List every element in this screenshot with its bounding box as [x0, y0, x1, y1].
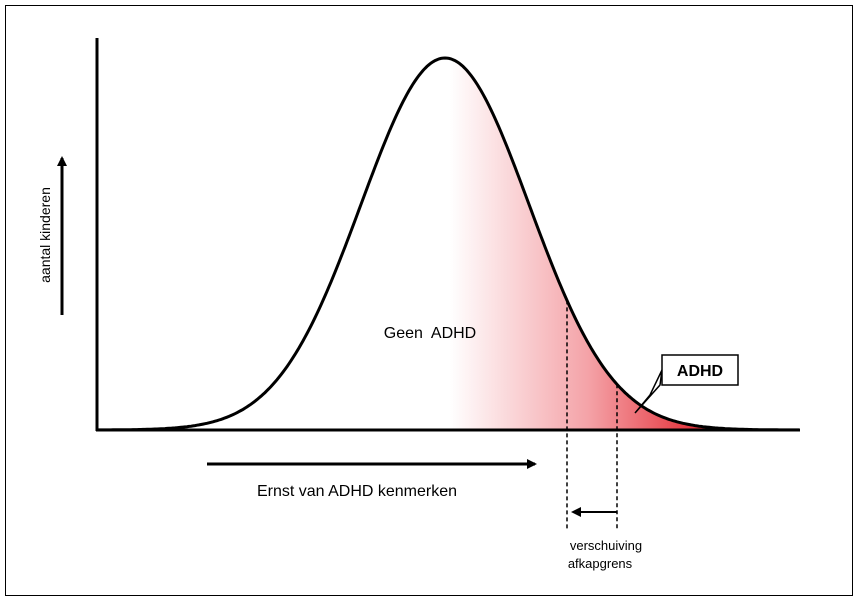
- region-label: Geen ADHD: [384, 325, 476, 342]
- shift-label: afkapgrens: [568, 556, 633, 571]
- callout-pointer: [634, 369, 663, 414]
- shift-label: verschuiving: [570, 538, 642, 553]
- y-axis-label: aantal kinderen: [37, 187, 53, 283]
- callout-label: ADHD: [677, 363, 723, 380]
- callout-box: [661, 354, 739, 386]
- x-axis-label: Ernst van ADHD kenmerken: [257, 483, 457, 500]
- distribution-curve: [97, 56, 799, 432]
- curve-fill: [97, 58, 800, 430]
